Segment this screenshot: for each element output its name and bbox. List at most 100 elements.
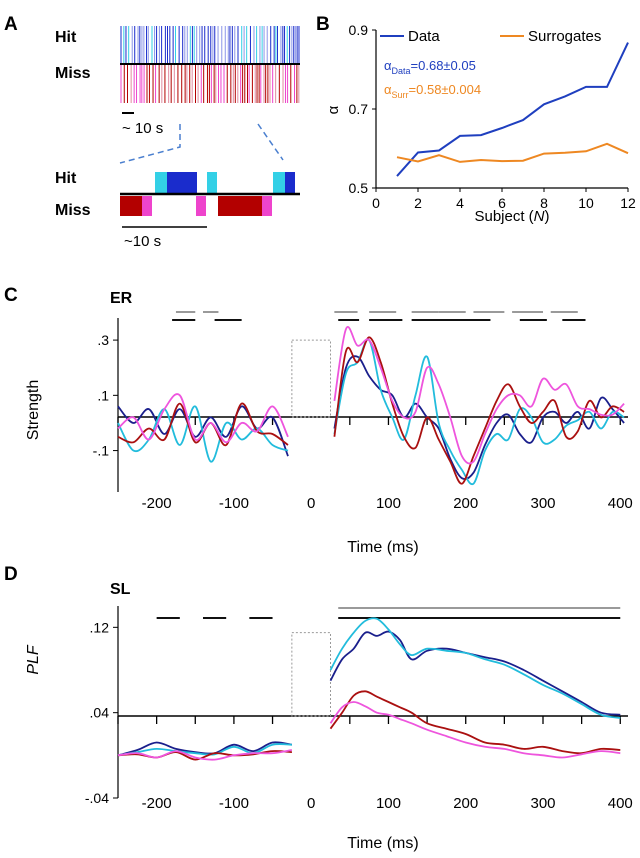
zoom-miss-label: Miss — [55, 202, 91, 219]
d-x-tick-label: -100 — [219, 795, 249, 812]
panel-a: A Hit Miss ~ 10 s Hit Miss ~10 s — [4, 14, 300, 250]
d-y-tick-label: .12 — [90, 619, 110, 635]
chart-c: -.1 .1 .3 -200 -100 0 100 200 300 400 Strength Time… — [25, 311, 633, 556]
b-x-tick-label: 2 — [414, 195, 422, 211]
c-x-tick-label: 100 — [376, 495, 401, 512]
b-series-surrogates — [396, 142, 629, 163]
d-series-post-3 — [329, 690, 621, 755]
panel-c-tag: ER — [110, 290, 133, 307]
zoom-block — [273, 172, 285, 194]
raster-miss-label: Miss — [55, 65, 91, 82]
zoom-block — [167, 172, 197, 194]
charts: 0 2 4 6 8 10 12 0.5 0.7 0.9 α Subject (N) Data Surrog… — [25, 22, 636, 852]
d-x-tick-label: 0 — [307, 795, 315, 812]
zoom-hit-label: Hit — [55, 170, 77, 187]
zoom-line-left — [119, 124, 181, 164]
d-series-pre-2 — [117, 743, 292, 757]
raster-scale-label: ~ 10 s — [122, 120, 163, 137]
b-annotation-symbol: α — [384, 58, 392, 73]
b-x-tick-label: 0 — [372, 195, 380, 211]
b-x-label-part: ) — [545, 208, 550, 225]
c-x-tick-label: 300 — [530, 495, 555, 512]
c-series-post-2 — [333, 338, 625, 486]
zoom-block — [262, 196, 272, 216]
zoom-block — [285, 172, 295, 194]
b-annotation: αData=0.68±0.05 — [384, 58, 476, 76]
d-stim-window — [291, 632, 332, 717]
c-y-tick-label: .3 — [97, 332, 109, 348]
panel-b-label: B — [316, 14, 330, 35]
raster-hit-label: Hit — [55, 29, 77, 46]
d-x-tick-label: 200 — [453, 795, 478, 812]
c-x-tick-label: -100 — [219, 495, 249, 512]
zoom-block — [120, 196, 142, 216]
d-y-tick-label: -.04 — [85, 790, 109, 806]
zoom-block — [218, 196, 262, 216]
b-annotation: αSurr=0.58±0.004 — [384, 82, 481, 100]
d-series-post-4 — [329, 701, 621, 759]
panel-d: D SL — [4, 564, 131, 598]
chart-b: 0 2 4 6 8 10 12 0.5 0.7 0.9 α Subject (N) Data Surrog… — [325, 22, 636, 225]
b-x-tick-label: 12 — [620, 195, 636, 211]
c-x-tick-label: 200 — [453, 495, 478, 512]
d-series-pre-4 — [117, 749, 293, 761]
c-x-tick-label: 0 — [307, 495, 315, 512]
zoom-block — [142, 196, 152, 216]
b-x-tick-label: 10 — [578, 195, 594, 211]
b-x-label-part: Subject ( — [474, 208, 533, 225]
b-y-tick-label: 0.5 — [349, 180, 369, 196]
panel-c-label: C — [4, 285, 18, 306]
b-legend-label: Data — [408, 28, 440, 45]
zoom-block — [196, 196, 206, 216]
chart-d: -.04 .04 .12 -200 -100 0 100 200 300 400 PLF Time (… — [25, 606, 633, 852]
c-y-tick-label: .1 — [97, 387, 109, 403]
d-y-tick-label: .04 — [90, 705, 110, 721]
c-x-axis-label: Time (ms) — [347, 539, 418, 556]
b-y-tick-label: 0.7 — [349, 101, 369, 117]
c-series-post-4 — [333, 326, 625, 465]
c-series-post-3 — [333, 336, 625, 485]
c-x-tick-label: -200 — [142, 495, 172, 512]
panel-d-label: D — [4, 564, 18, 585]
c-stim-window — [291, 339, 332, 418]
c-y-tick-label: -.1 — [93, 443, 110, 459]
b-y-axis-label: α — [325, 105, 342, 114]
d-series-post-1 — [329, 630, 621, 716]
b-annotation-value: =0.68±0.05 — [411, 58, 476, 73]
b-y-tick-label: 0.9 — [349, 22, 369, 38]
zoom-block — [155, 172, 167, 194]
b-x-axis-label: Subject (N) — [474, 208, 549, 225]
b-x-tick-label: 6 — [498, 195, 506, 211]
d-y-axis-label: PLF — [25, 644, 42, 675]
zoom-scale-label: ~10 s — [124, 233, 161, 250]
zoom-blocks — [120, 172, 295, 216]
d-x-tick-label: 300 — [530, 795, 555, 812]
b-x-tick-label: 8 — [540, 195, 548, 211]
b-x-tick-label: 4 — [456, 195, 464, 211]
d-x-tick-label: 400 — [608, 795, 633, 812]
raster-miss-track — [120, 65, 300, 103]
b-annotation-value: =0.58±0.004 — [409, 82, 482, 97]
b-annotation-sub: Surr — [392, 90, 409, 100]
raster-hit-track — [120, 26, 300, 63]
c-series-pre-4 — [117, 393, 289, 444]
b-annotation-sub: Data — [392, 66, 411, 76]
panel-b: B — [316, 14, 330, 35]
d-x-tick-label: 100 — [376, 795, 401, 812]
b-series-data — [396, 42, 629, 177]
panel-c: C ER — [4, 285, 133, 307]
panel-d-tag: SL — [110, 581, 131, 598]
zoom-block — [207, 172, 217, 194]
b-x-label-italic: N — [534, 208, 545, 225]
zoom-line-right — [257, 123, 284, 161]
d-x-tick-label: -200 — [142, 795, 172, 812]
c-x-tick-label: 400 — [608, 495, 633, 512]
d-series-post-2 — [329, 617, 621, 719]
b-annotation-symbol: α — [384, 82, 392, 97]
d-series-pre-1 — [117, 741, 293, 757]
panel-a-label: A — [4, 14, 18, 35]
b-legend-label: Surrogates — [528, 28, 601, 45]
d-x-axis-label: Time (ms) — [347, 835, 418, 852]
c-y-axis-label: Strength — [25, 380, 42, 440]
